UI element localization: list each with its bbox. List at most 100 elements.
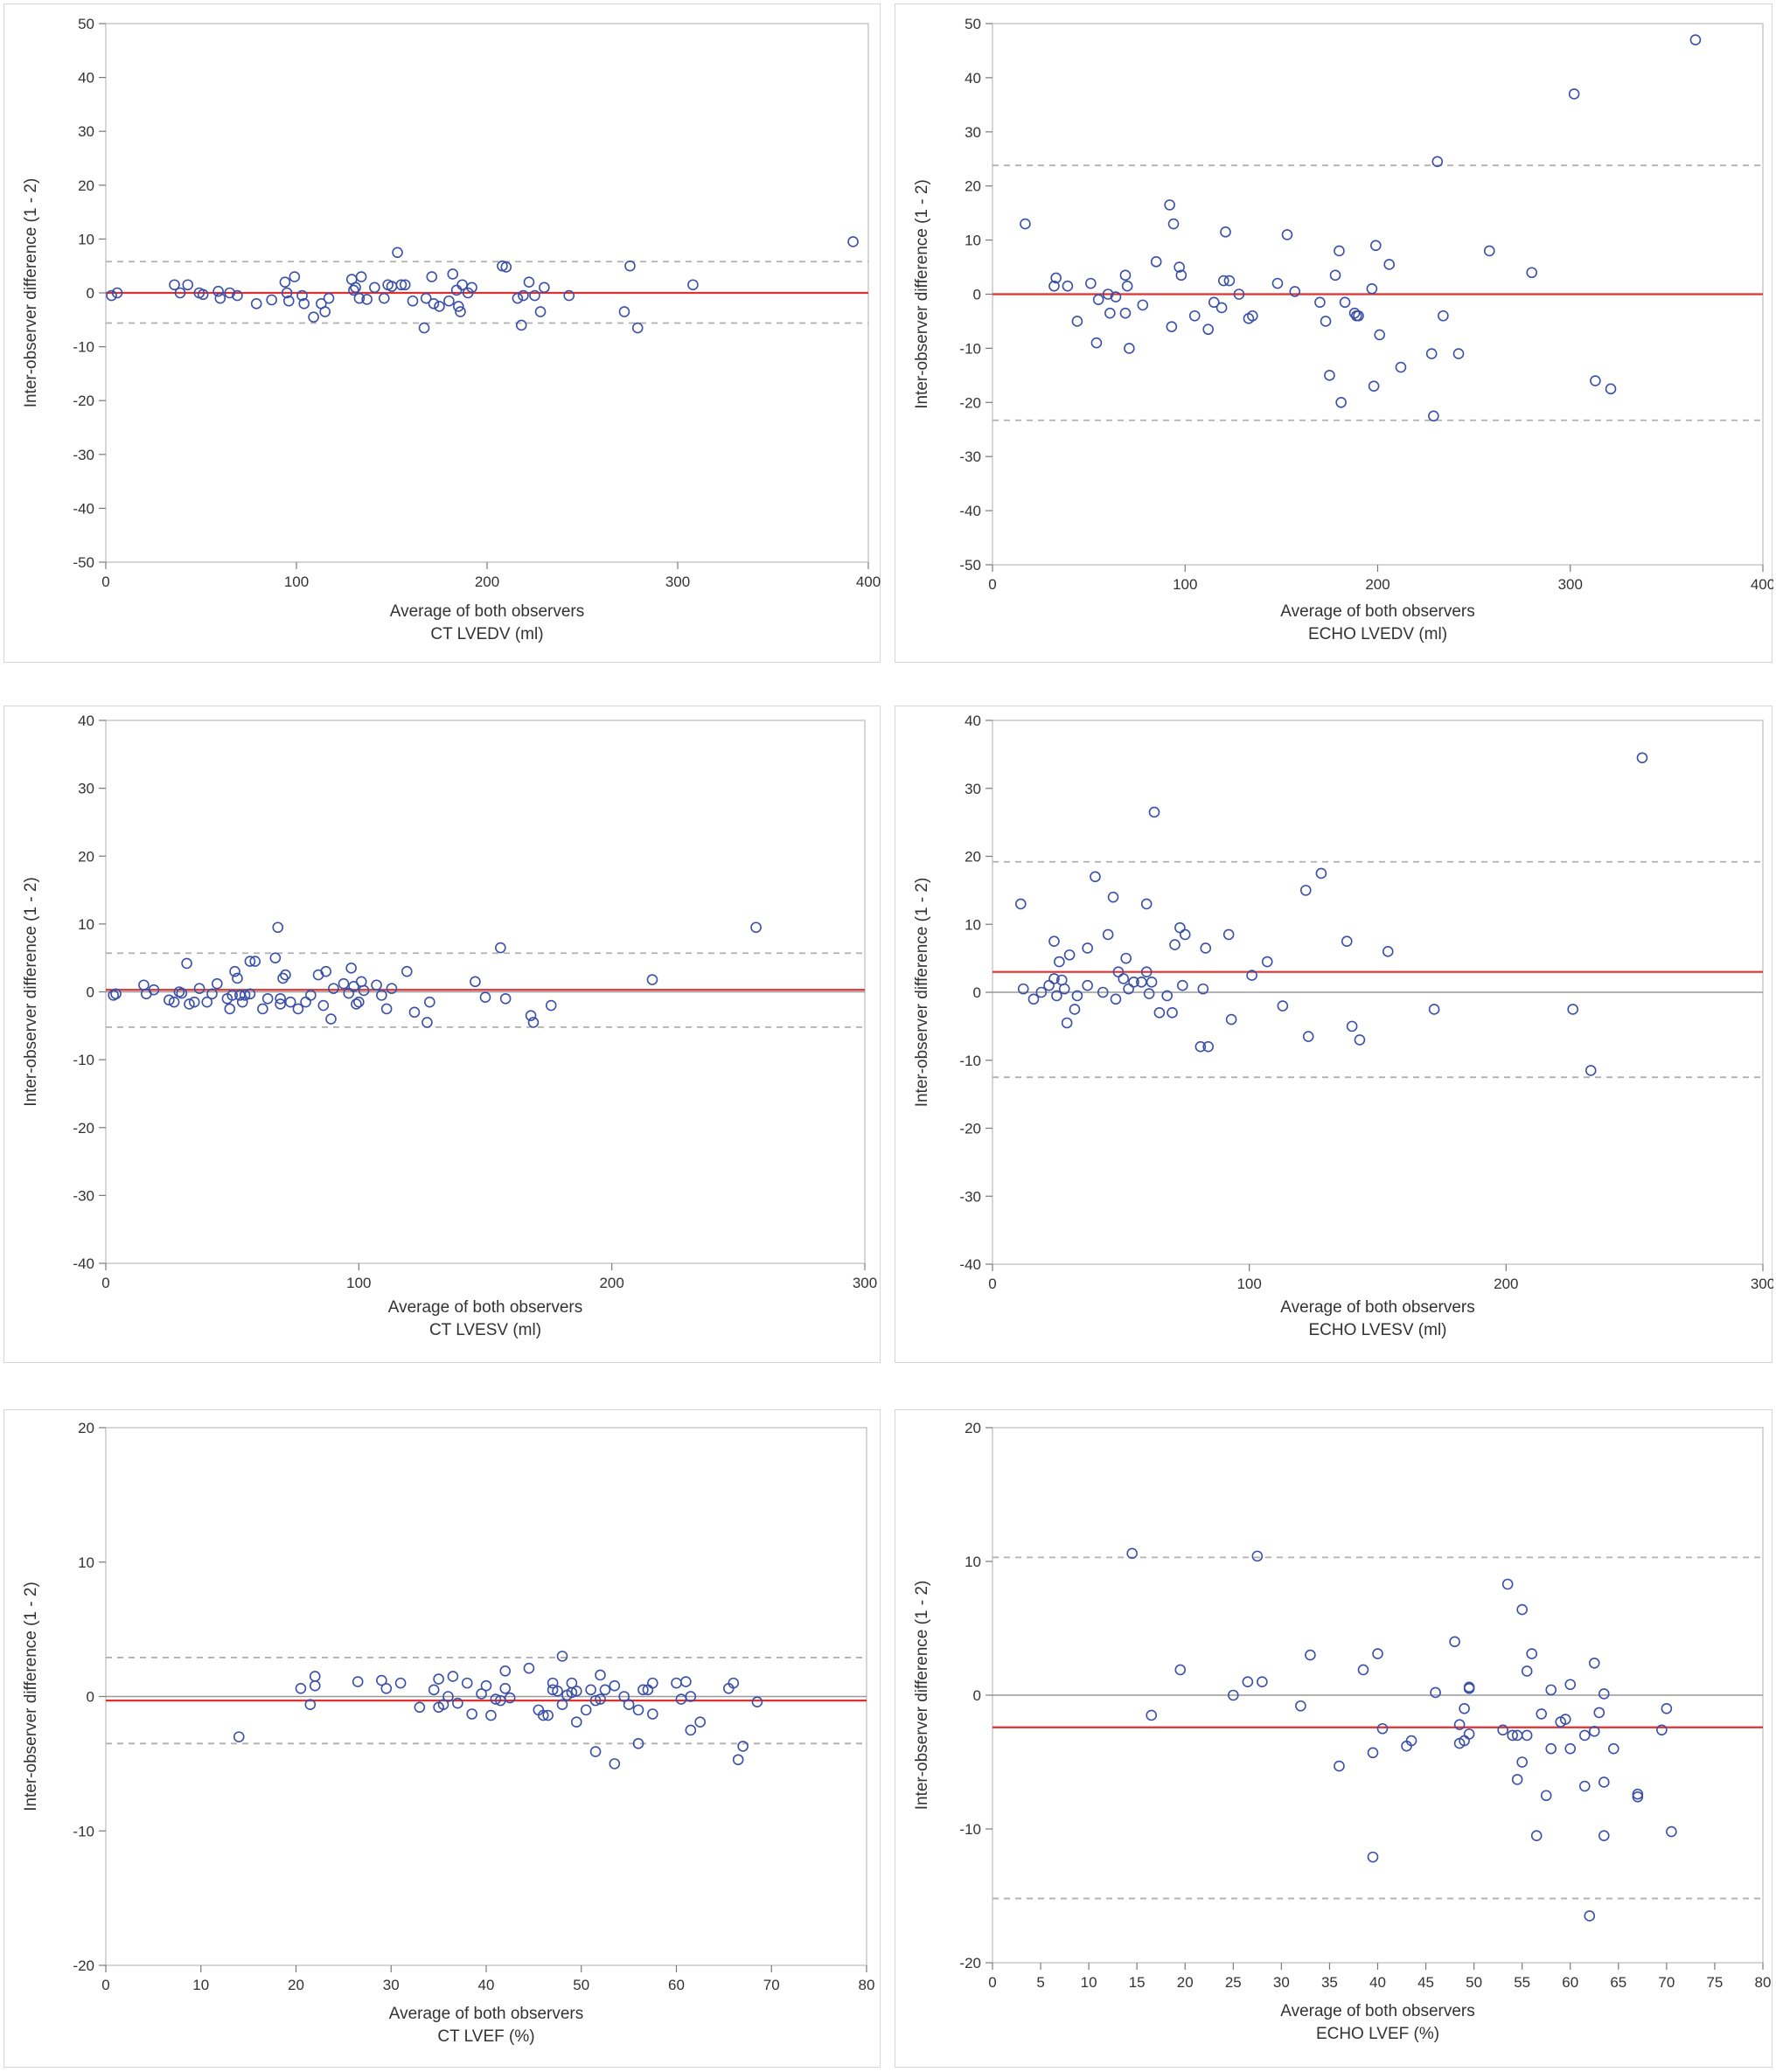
data-point xyxy=(527,1017,540,1028)
data-point xyxy=(1246,970,1257,981)
data-point xyxy=(282,295,295,307)
data-point xyxy=(685,1724,697,1736)
data-point xyxy=(1305,1649,1316,1661)
data-point xyxy=(1107,891,1119,903)
y-tick-label: 0 xyxy=(87,1689,94,1706)
data-point xyxy=(1372,1648,1383,1659)
x-tick-label: 30 xyxy=(383,1977,400,1993)
chart-panel-ct-lvesv: -40 -30 -20 -10 0 10 20 30 40 0 100 200 300 Average o… xyxy=(3,706,881,1363)
data-point xyxy=(1061,1017,1073,1029)
data-point xyxy=(1449,1636,1460,1648)
data-point xyxy=(571,1686,582,1697)
data-point xyxy=(437,1699,449,1711)
data-point xyxy=(239,990,251,1001)
data-point xyxy=(515,319,527,331)
data-point xyxy=(1530,1830,1543,1841)
data-point xyxy=(525,1010,537,1021)
data-point xyxy=(1167,1007,1178,1019)
data-point xyxy=(443,295,455,307)
data-point xyxy=(289,271,301,282)
data-point xyxy=(466,1708,477,1720)
data-point xyxy=(244,988,256,1000)
y-axis-title: Inter-observer difference (1 - 2) xyxy=(22,178,40,408)
data-point xyxy=(182,279,194,291)
data-point xyxy=(1166,321,1178,332)
chart-panel-echo-lvesv: -40 -30 -20 -10 0 10 20 30 40 0 100 200 300 Average o… xyxy=(895,706,1773,1363)
data-point xyxy=(269,952,282,963)
data-point xyxy=(277,972,289,984)
data-point xyxy=(1564,1679,1577,1691)
y-tick-label: -40 xyxy=(73,1255,94,1272)
data-point xyxy=(386,983,398,994)
data-point xyxy=(212,977,223,990)
data-point xyxy=(461,1677,473,1689)
data-point xyxy=(552,1686,563,1697)
data-point xyxy=(275,992,286,1005)
data-point xyxy=(1242,1676,1254,1688)
x-axis-subtitle: ECHO LVESV (ml) xyxy=(1308,1321,1446,1339)
data-point xyxy=(376,1674,387,1686)
data-point xyxy=(1119,307,1132,319)
y-axis-title: Inter-observer difference (1 - 2) xyxy=(913,1581,931,1811)
data-point xyxy=(1120,952,1132,964)
data-point xyxy=(272,921,284,934)
data-point xyxy=(1320,316,1332,327)
data-point xyxy=(671,1677,682,1689)
data-point xyxy=(1578,1780,1591,1792)
data-point xyxy=(1128,977,1139,988)
y-tick-label: -20 xyxy=(959,1121,981,1137)
data-point xyxy=(1124,343,1135,354)
x-axis-title: Average of both observers xyxy=(390,602,585,621)
data-point xyxy=(631,322,644,334)
data-point xyxy=(847,236,859,247)
data-point xyxy=(1516,1756,1528,1768)
x-tick-label: 300 xyxy=(1558,576,1583,593)
data-point xyxy=(1689,34,1702,45)
y-tick-label: -10 xyxy=(73,1823,94,1839)
data-point xyxy=(224,1003,236,1015)
data-point xyxy=(1102,928,1114,941)
x-tick-label: 40 xyxy=(1369,1974,1386,1991)
data-point xyxy=(197,289,209,301)
data-point xyxy=(545,999,557,1012)
y-tick-label: 20 xyxy=(965,849,981,866)
data-point xyxy=(1430,1686,1441,1699)
data-point xyxy=(309,1679,321,1692)
data-point xyxy=(298,298,310,309)
data-point xyxy=(1608,1742,1619,1755)
data-point xyxy=(512,292,524,304)
data-point xyxy=(499,992,512,1005)
data-point xyxy=(1588,1726,1600,1737)
data-point xyxy=(750,921,762,934)
data-point xyxy=(1299,885,1312,896)
data-point xyxy=(350,282,361,294)
data-point xyxy=(1369,240,1382,252)
data-point xyxy=(106,289,117,302)
data-point xyxy=(401,965,413,977)
data-point xyxy=(1521,1729,1533,1742)
data-point xyxy=(212,285,224,297)
data-point xyxy=(1071,316,1083,327)
data-point xyxy=(1295,1700,1306,1712)
data-point xyxy=(1027,993,1040,1005)
data-point xyxy=(193,983,205,994)
x-tick-label: 35 xyxy=(1321,1974,1338,1991)
data-point xyxy=(547,1684,559,1696)
data-point xyxy=(1097,986,1109,998)
data-point xyxy=(371,979,382,991)
data-point xyxy=(751,1696,763,1707)
x-tick-label: 45 xyxy=(1417,1974,1434,1991)
data-point xyxy=(1578,1729,1591,1742)
data-point xyxy=(1148,806,1160,818)
data-point xyxy=(1452,348,1465,359)
data-point xyxy=(504,1692,516,1704)
chart-panel-ct-lvef: -20 -10 0 10 20 0 10 20 30 40 50 60 70 80 Average of b… xyxy=(3,1409,881,2068)
data-point xyxy=(1374,329,1386,341)
data-point xyxy=(529,289,540,302)
data-point xyxy=(1277,1000,1289,1012)
x-tick-label: 0 xyxy=(988,1974,996,1991)
x-tick-label: 30 xyxy=(1273,1974,1290,1991)
x-tick-label: 10 xyxy=(1081,1974,1097,1991)
data-point xyxy=(609,1679,621,1692)
data-point xyxy=(547,1677,559,1689)
